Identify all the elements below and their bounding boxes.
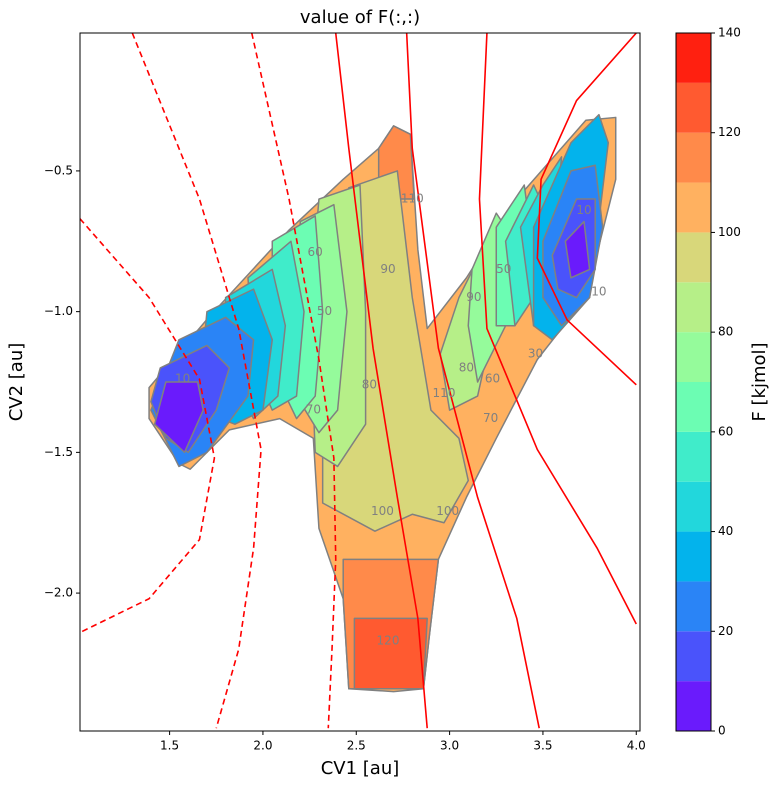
- contour-label: 80: [459, 360, 474, 374]
- colorbar-tick-label: 40: [718, 524, 733, 538]
- contour-label: 60: [485, 372, 500, 386]
- contour-label: 30: [528, 346, 543, 360]
- colorbar-band: [676, 232, 711, 283]
- contour-label: 60: [308, 245, 323, 259]
- x-tick-label: 3.0: [440, 739, 459, 753]
- colorbar-band: [676, 332, 711, 382]
- x-tick-label: 2.0: [253, 739, 272, 753]
- contour-label: 80: [362, 377, 377, 391]
- contour-region: [564, 220, 591, 279]
- contour-label: 50: [496, 262, 511, 276]
- plot-frame: [79, 32, 641, 732]
- curve: [405, 33, 540, 729]
- red-curves: [80, 33, 637, 729]
- colorbar-tick-label: 60: [718, 424, 733, 438]
- contour-label: 110: [433, 386, 456, 400]
- colorbar-frame: [675, 32, 712, 732]
- x-tick-label: 4.0: [627, 739, 646, 753]
- y-tick-label: −0.5: [44, 163, 73, 177]
- contour-label: 10: [576, 203, 591, 217]
- colorbar-band: [676, 282, 711, 333]
- contour-label: 70: [306, 403, 321, 417]
- y-tick-label: −1.5: [44, 445, 73, 459]
- contour-label: 10: [175, 372, 190, 386]
- colorbar-tick-label: 140: [718, 26, 741, 40]
- contour-region: [153, 381, 204, 454]
- colorbar-band: [676, 82, 711, 133]
- y-tick-label: −1.0: [44, 304, 73, 318]
- curve: [250, 33, 337, 729]
- x-tick-label: 1.5: [160, 739, 179, 753]
- colorbar-band: [676, 631, 711, 682]
- curve: [80, 218, 216, 634]
- contour-label: 70: [483, 411, 498, 425]
- colorbar-label: F [kjmol]: [749, 342, 770, 421]
- colorbar-band: [676, 431, 711, 482]
- colorbar-band: [676, 681, 711, 731]
- colorbar-band: [676, 33, 711, 83]
- colorbar-band: [676, 531, 711, 582]
- contour-label: 10: [591, 284, 606, 298]
- colorbar-band: [676, 132, 711, 183]
- contour-region: [353, 617, 428, 690]
- colorbar-tick-label: 0: [718, 724, 726, 738]
- y-axis-label: CV2 [au]: [6, 343, 27, 422]
- colorbar-tick-label: 120: [718, 125, 741, 139]
- colorbar-band: [676, 481, 711, 532]
- contour-label: 120: [377, 633, 400, 647]
- contour-label: 100: [371, 504, 394, 518]
- colorbar-tick-label: 80: [718, 325, 733, 339]
- x-axis-label: CV1 [au]: [321, 758, 400, 779]
- chart-title: value of F(:,:): [300, 7, 420, 28]
- y-tick-label: −2.0: [44, 586, 73, 600]
- x-tick-label: 2.5: [347, 739, 366, 753]
- colorbar-tick-label: 100: [718, 225, 741, 239]
- axes: 1.5 2.0 2.5 3.0 3.5 4.0 −0.5 −1.0 −1.5 −2.0 0 20 40 6…: [44, 26, 741, 753]
- x-tick-label: 3.5: [533, 739, 552, 753]
- colorbar-band: [676, 382, 711, 432]
- colorbar-tick-label: 20: [718, 624, 733, 638]
- contour-label: 100: [436, 504, 459, 518]
- curve: [478, 33, 637, 625]
- contour-label: 90: [380, 262, 395, 276]
- colorbar-band: [676, 581, 711, 632]
- contour-label: 110: [401, 192, 424, 206]
- curve: [334, 33, 428, 729]
- colorbar-band: [676, 182, 711, 233]
- curve: [536, 33, 637, 386]
- contour-label: 90: [466, 290, 481, 304]
- contour-label: 50: [317, 304, 332, 318]
